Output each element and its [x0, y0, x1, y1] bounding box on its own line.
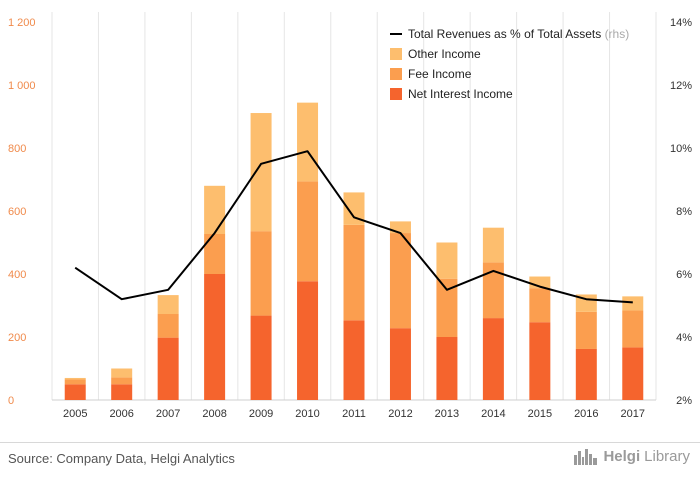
bar-net-interest-income [64, 384, 86, 400]
x-tick-label: 2008 [202, 408, 226, 420]
bar-other-income [64, 377, 86, 380]
y-right-tick-label: 8% [676, 206, 692, 218]
y-left-tick-label: 800 [8, 143, 26, 155]
bar-fee-income [157, 314, 179, 338]
skyline-icon [574, 449, 598, 465]
bar-fee-income [343, 224, 365, 321]
bar-fee-income [297, 181, 319, 282]
bar-fee-income [389, 233, 411, 329]
x-tick-label: 2009 [249, 408, 273, 420]
bar-other-income [343, 192, 365, 225]
legend-swatch [390, 68, 402, 80]
legend-label: Other Income [408, 47, 481, 61]
legend-label: Fee Income [408, 67, 472, 81]
y-left-tick-label: 1 200 [8, 17, 36, 29]
bar-net-interest-income [111, 384, 133, 400]
y-left-tick-label: 400 [8, 269, 26, 281]
bar-other-income [622, 296, 644, 311]
bar-fee-income [64, 379, 86, 385]
bar-other-income [529, 276, 551, 289]
bar-other-income [204, 185, 226, 234]
bars [64, 102, 644, 400]
bar-fee-income [482, 262, 504, 319]
bar-net-interest-income [575, 348, 597, 400]
x-tick-label: 2005 [63, 408, 87, 420]
y-left-tick-label: 600 [8, 206, 26, 218]
bar-other-income [111, 368, 133, 378]
x-tick-label: 2017 [621, 408, 645, 420]
y-left-tick-label: 200 [8, 332, 26, 344]
bar-fee-income [111, 377, 133, 385]
bar-fee-income [436, 278, 458, 337]
x-tick-label: 2016 [574, 408, 598, 420]
line-series [74, 150, 633, 304]
legend-label-rhs: (rhs) [605, 27, 630, 41]
gridlines [51, 12, 657, 401]
y-right-tick-label: 14% [670, 17, 692, 29]
bar-net-interest-income [204, 274, 226, 400]
y-left-tick-label: 1 000 [8, 80, 36, 92]
bar-net-interest-income [436, 337, 458, 400]
brand-suffix: Library [644, 447, 690, 465]
bar-other-income [297, 102, 319, 182]
y-right-tick-label: 12% [670, 80, 692, 92]
x-tick-label: 2012 [388, 408, 412, 420]
bar-net-interest-income [343, 320, 365, 400]
y-right-tick-label: 6% [676, 269, 692, 281]
legend-label: Net Interest Income [408, 87, 513, 101]
bar-other-income [482, 227, 504, 263]
y-axis-left: 0 200 400 600 800 1 000 1 200 [8, 17, 36, 407]
x-tick-label: 2007 [156, 408, 180, 420]
source-note: Source: Company Data, Helgi Analytics [8, 451, 235, 466]
y-right-tick-label: 4% [676, 332, 692, 344]
bar-fee-income [250, 231, 272, 316]
bar-net-interest-income [297, 281, 319, 400]
legend: Total Revenues as % of Total Assets (rhs… [390, 27, 629, 101]
bar-net-interest-income [482, 318, 504, 400]
x-tick-label: 2006 [109, 408, 133, 420]
brand-logo[interactable]: Helgi Library [573, 447, 690, 465]
bar-net-interest-income [250, 315, 272, 400]
line-total-revenues-pct-assets [74, 150, 633, 304]
bar-other-income [157, 295, 179, 315]
legend-label-line: Total Revenues as % of Total Assets (rhs… [408, 27, 629, 41]
bar-net-interest-income [622, 347, 644, 400]
x-tick-label: 2011 [342, 408, 366, 420]
x-tick-label: 2013 [435, 408, 459, 420]
x-tick-label: 2015 [528, 408, 552, 420]
y-right-tick-label: 10% [670, 143, 692, 155]
y-right-tick-label: 2% [676, 395, 692, 407]
bar-fee-income [622, 310, 644, 348]
x-axis: 2005 2006 2007 2008 2009 2010 2011 2012 2013 2014… [63, 408, 645, 420]
x-tick-label: 2010 [295, 408, 319, 420]
y-left-tick-label: 0 [8, 395, 14, 407]
footer-divider [0, 442, 700, 443]
bar-fee-income [529, 288, 551, 323]
x-tick-label: 2014 [481, 408, 505, 420]
legend-swatch [390, 48, 402, 60]
legend-swatch [390, 88, 402, 100]
bar-net-interest-income [529, 322, 551, 400]
bar-other-income [389, 221, 411, 234]
bar-net-interest-income [389, 328, 411, 400]
bar-fee-income [575, 311, 597, 349]
bar-other-income [436, 242, 458, 279]
bar-other-income [250, 113, 272, 232]
bar-fee-income [204, 233, 226, 274]
brand-name: Helgi [603, 447, 641, 465]
y-axis-right: 2% 4% 6% 8% 10% 12% 14% [670, 17, 692, 407]
bar-net-interest-income [157, 337, 179, 400]
